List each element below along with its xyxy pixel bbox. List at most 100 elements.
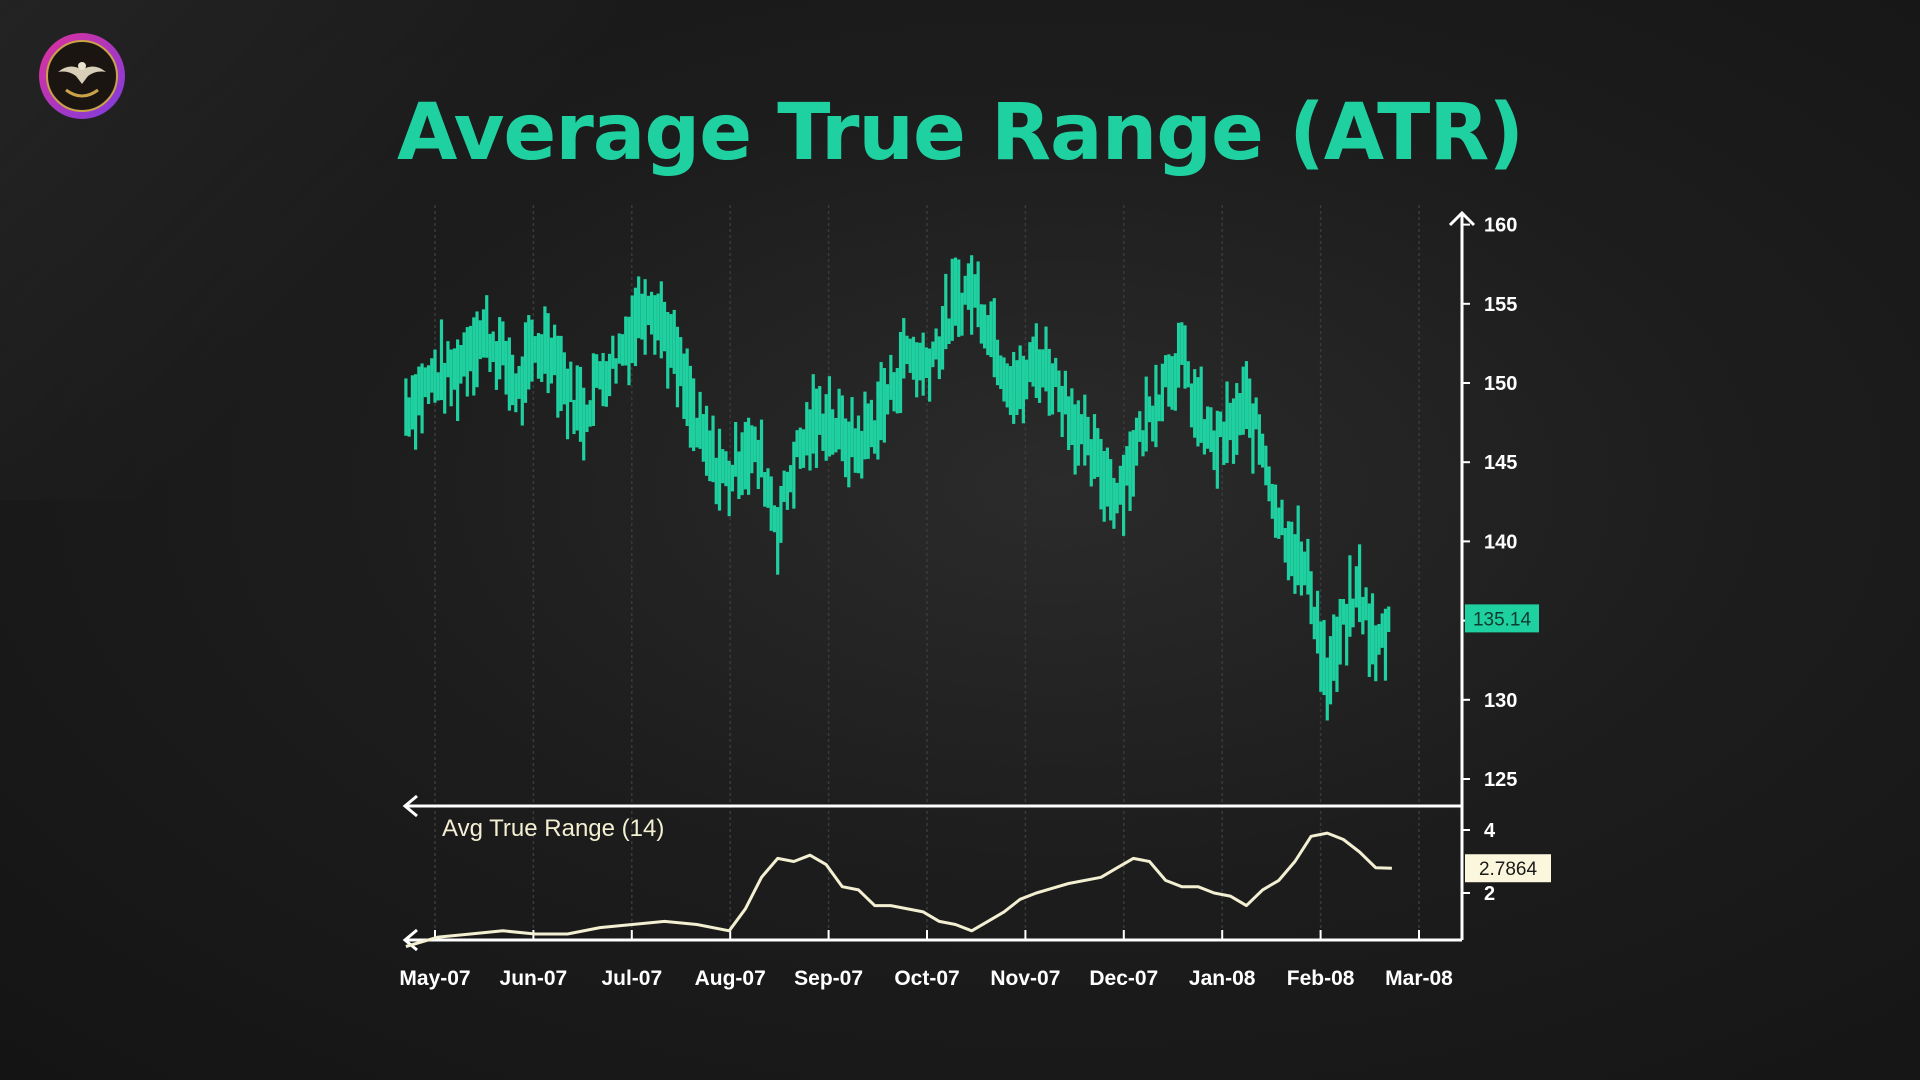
price-bar xyxy=(1374,625,1378,682)
price-bar xyxy=(779,485,783,543)
x-tick-label: Jun-07 xyxy=(500,967,568,990)
price-bar xyxy=(611,335,615,369)
price-bar xyxy=(1063,370,1068,415)
price-bar xyxy=(889,354,893,400)
price-bar xyxy=(1096,428,1100,478)
price-bar xyxy=(1092,414,1097,479)
price-bar xyxy=(1041,349,1045,388)
price-bar xyxy=(601,352,605,407)
price-bar xyxy=(1015,360,1019,415)
price-bar xyxy=(1332,614,1336,681)
x-tick-label: Dec-07 xyxy=(1089,967,1158,990)
price-bar xyxy=(1209,407,1213,453)
page-title: Average True Range (ATR) xyxy=(396,88,1524,178)
price-bar xyxy=(523,322,528,403)
price-bar xyxy=(711,415,715,483)
price-tick-label: 155 xyxy=(1484,294,1517,316)
price-bar xyxy=(695,417,699,448)
price-bar xyxy=(801,429,806,468)
price-bar xyxy=(1173,353,1177,411)
price-bar xyxy=(481,309,486,358)
atr-tick-label: 4 xyxy=(1484,820,1496,842)
price-bar xyxy=(491,331,495,362)
price-bar xyxy=(1380,613,1384,648)
price-bar xyxy=(1325,657,1329,721)
price-bar xyxy=(685,348,689,426)
price-bar xyxy=(620,334,625,366)
price-bar xyxy=(659,281,663,359)
price-bar xyxy=(1109,459,1113,521)
price-bar xyxy=(637,276,641,339)
price-bar xyxy=(944,273,948,350)
price-bar xyxy=(1354,566,1358,608)
price-bar xyxy=(1351,598,1355,628)
price-bar xyxy=(831,409,835,455)
price-bar xyxy=(1141,430,1145,457)
price-bar xyxy=(805,402,809,456)
price-bar xyxy=(407,397,411,437)
price-bar xyxy=(734,422,738,477)
price-bar xyxy=(989,301,993,358)
price-bar xyxy=(504,340,508,395)
price-bar xyxy=(1180,322,1184,365)
price-bar xyxy=(582,387,586,461)
x-tick-label: May-07 xyxy=(399,967,470,990)
price-bar xyxy=(682,353,686,419)
price-bar xyxy=(436,372,440,401)
price-bar xyxy=(1196,377,1200,447)
price-bar xyxy=(892,372,896,412)
price-bar xyxy=(1312,606,1316,640)
price-bar xyxy=(1154,364,1158,448)
price-bar xyxy=(1370,593,1375,665)
price-bar xyxy=(1167,354,1171,407)
price-bar xyxy=(562,352,566,405)
price-bar xyxy=(1028,342,1032,383)
price-tick-label: 150 xyxy=(1484,373,1517,395)
price-bar xyxy=(617,333,621,364)
price-bar xyxy=(527,315,531,390)
price-bar xyxy=(630,295,634,363)
price-bar xyxy=(885,384,890,415)
price-bar xyxy=(1338,598,1342,665)
price-bar xyxy=(850,397,854,458)
price-bar xyxy=(1002,357,1006,402)
price-bar xyxy=(1144,376,1148,452)
price-bar xyxy=(701,414,705,462)
price-bar xyxy=(549,337,553,384)
price-bar xyxy=(847,421,851,488)
price-bar xyxy=(595,354,599,388)
price-bar xyxy=(1206,406,1210,449)
price-bar xyxy=(740,432,744,496)
price-bar xyxy=(488,333,492,372)
price-bar xyxy=(688,365,692,448)
price-bar xyxy=(902,318,906,379)
price-bar xyxy=(1231,398,1236,464)
price-bar xyxy=(1283,528,1287,563)
price-bar xyxy=(934,328,938,360)
price-bar xyxy=(1257,414,1261,465)
price-bar xyxy=(921,332,925,396)
price-bar xyxy=(698,391,702,449)
price-bar xyxy=(1037,349,1042,403)
price-bar xyxy=(898,331,903,414)
price-bar xyxy=(1238,393,1242,436)
price-bar xyxy=(1125,446,1129,486)
price-bar xyxy=(517,366,521,399)
price-bar xyxy=(462,332,466,377)
price-bar xyxy=(730,464,735,492)
price-bar xyxy=(798,427,802,469)
price-bar xyxy=(666,311,670,389)
price-bar xyxy=(834,417,838,453)
price-bar xyxy=(882,368,886,443)
x-tick-label: Jul-07 xyxy=(601,967,662,990)
price-bar xyxy=(928,348,932,402)
price-bar xyxy=(1309,571,1313,625)
price-bar xyxy=(520,356,524,426)
price-bar xyxy=(724,451,728,487)
price-bar xyxy=(1280,499,1284,536)
price-bar xyxy=(1121,454,1126,536)
price-bar xyxy=(414,374,418,450)
price-bar xyxy=(530,319,534,382)
price-bar xyxy=(937,336,941,380)
price-bar xyxy=(1267,466,1271,502)
